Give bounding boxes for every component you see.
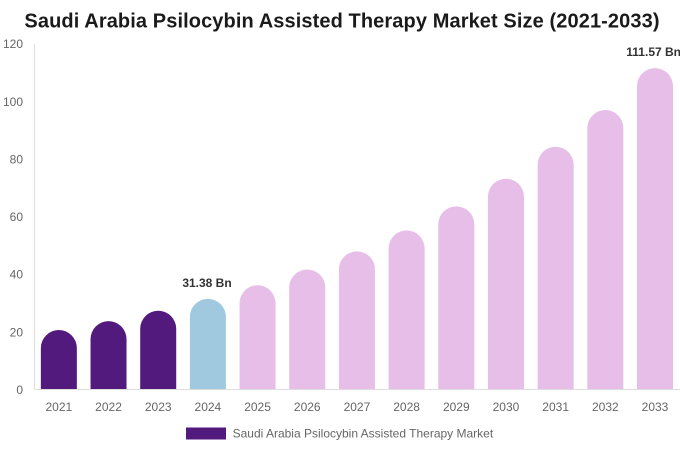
svg-text:2030: 2030 — [493, 400, 520, 414]
svg-text:2028: 2028 — [393, 400, 420, 414]
svg-text:40: 40 — [10, 268, 24, 282]
svg-text:2023: 2023 — [145, 400, 172, 414]
svg-text:120: 120 — [3, 37, 23, 51]
svg-text:0: 0 — [16, 383, 23, 397]
svg-text:Saudi Arabia Psilocybin Assist: Saudi Arabia Psilocybin Assisted Therapy… — [24, 11, 659, 33]
svg-text:2029: 2029 — [443, 400, 470, 414]
svg-text:2032: 2032 — [592, 400, 619, 414]
svg-text:20: 20 — [10, 325, 24, 339]
svg-text:100: 100 — [3, 95, 23, 109]
svg-text:2025: 2025 — [244, 400, 271, 414]
svg-text:2033: 2033 — [642, 400, 669, 414]
svg-text:60: 60 — [10, 210, 24, 224]
svg-text:31.38 Bn: 31.38 Bn — [182, 276, 231, 290]
svg-text:2022: 2022 — [95, 400, 122, 414]
svg-text:80: 80 — [10, 152, 24, 166]
svg-text:2024: 2024 — [195, 400, 222, 414]
svg-text:111.57 Bn: 111.57 Bn — [626, 45, 680, 59]
svg-text:2026: 2026 — [294, 400, 321, 414]
svg-text:2027: 2027 — [344, 400, 371, 414]
svg-text:2021: 2021 — [45, 400, 72, 414]
svg-text:Saudi Arabia Psilocybin Assist: Saudi Arabia Psilocybin Assisted Therapy… — [233, 426, 494, 440]
svg-text:2031: 2031 — [542, 400, 569, 414]
